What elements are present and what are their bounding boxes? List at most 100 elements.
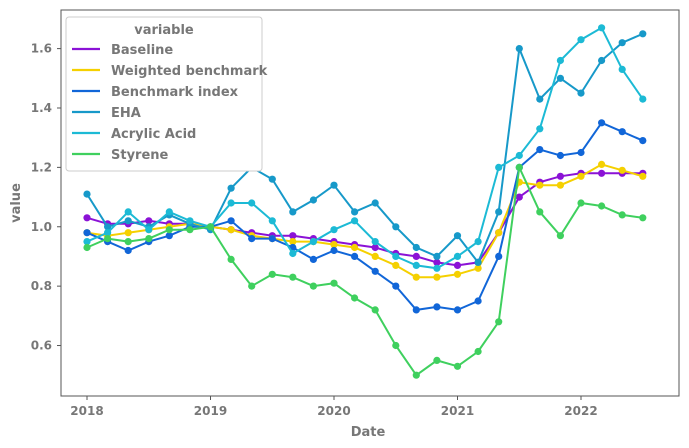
data-point-acrylic-acid [433, 264, 441, 272]
data-point-acrylic-acid [83, 238, 91, 246]
series-line-weighted-benchmark [86, 163, 644, 279]
data-point-styrene [556, 232, 565, 240]
series-line-eha [86, 32, 644, 265]
data-point-eha [124, 217, 132, 225]
data-point-benchmark-index [392, 282, 400, 290]
data-point-baseline [371, 243, 379, 252]
series-line-styrene [86, 163, 643, 377]
data-point-styrene [83, 243, 91, 252]
series-line-baseline [86, 172, 643, 267]
data-point-eha [351, 208, 359, 216]
data-point-benchmark-index [577, 148, 585, 157]
x-tick-label: 2020 [317, 404, 350, 418]
legend-label-benchmark-index: Benchmark index [111, 85, 239, 100]
data-point-weighted-benchmark [618, 166, 626, 174]
data-point-benchmark-index [453, 306, 462, 314]
data-point-eha [474, 258, 482, 266]
y-tick-label: 1.4 [31, 101, 52, 115]
data-point-eha [536, 95, 544, 103]
data-point-baseline [83, 214, 91, 222]
data-point-styrene [206, 223, 215, 231]
x-tick-label: 2021 [441, 404, 474, 418]
data-point-weighted-benchmark [474, 264, 482, 272]
data-point-weighted-benchmark [639, 172, 647, 180]
data-point-acrylic-acid [639, 95, 647, 103]
data-point-eha [268, 175, 276, 183]
data-point-acrylic-acid [495, 163, 503, 171]
data-point-acrylic-acid [351, 217, 359, 225]
data-point-styrene [124, 238, 132, 246]
data-point-styrene [351, 294, 359, 302]
data-point-baseline [598, 169, 606, 177]
data-point-weighted-benchmark [598, 160, 606, 168]
legend: variable Baseline Weighted benchmark Bench… [65, 16, 268, 172]
data-point-benchmark-index [598, 119, 606, 127]
data-point-benchmark-index [330, 246, 338, 255]
data-point-weighted-benchmark [289, 238, 297, 246]
data-point-baseline [556, 172, 565, 180]
data-point-styrene [577, 199, 585, 207]
data-point-eha [392, 223, 400, 231]
data-point-styrene [309, 282, 317, 290]
data-point-acrylic-acid [227, 199, 235, 207]
data-point-benchmark-index [618, 128, 626, 136]
x-axis-ticks: 2018 2019 2020 2021 2022 [70, 396, 598, 418]
data-point-eha [330, 181, 338, 189]
legend-label-eha: EHA [111, 106, 141, 121]
data-point-weighted-benchmark [351, 243, 359, 252]
data-point-acrylic-acid [453, 252, 462, 260]
data-point-styrene [330, 279, 338, 287]
data-point-baseline [453, 261, 462, 269]
data-point-eha [289, 208, 297, 216]
data-point-weighted-benchmark [556, 181, 565, 189]
data-point-acrylic-acid [330, 226, 338, 234]
data-point-weighted-benchmark [495, 229, 503, 237]
data-point-acrylic-acid [165, 208, 173, 216]
data-point-benchmark-index [433, 303, 441, 311]
data-point-eha [515, 45, 523, 53]
data-point-weighted-benchmark [577, 172, 585, 180]
data-point-acrylic-acid [145, 226, 153, 234]
data-point-acrylic-acid [371, 238, 379, 246]
data-point-benchmark-index [83, 229, 91, 237]
data-point-eha [598, 56, 606, 65]
data-point-benchmark-index [371, 267, 379, 275]
data-point-styrene [536, 208, 544, 216]
series-line-acrylic-acid [86, 26, 644, 270]
data-point-styrene [515, 163, 523, 171]
data-point-styrene [186, 226, 194, 234]
y-axis-ticks: 0.6 0.8 1.0 1.2 1.4 1.6 [31, 42, 61, 353]
data-point-styrene [453, 362, 462, 370]
data-point-benchmark-index [248, 235, 256, 243]
data-point-baseline [515, 193, 523, 201]
data-point-styrene [433, 356, 441, 364]
data-point-styrene [145, 235, 153, 243]
data-point-eha [433, 252, 441, 260]
data-point-acrylic-acid [618, 65, 626, 73]
data-point-benchmark-index [412, 306, 420, 314]
data-point-styrene [227, 255, 235, 263]
data-point-styrene [618, 211, 626, 219]
data-point-styrene [268, 270, 276, 278]
data-point-eha [309, 196, 317, 204]
data-point-acrylic-acid [104, 229, 112, 237]
y-tick-label: 1.6 [31, 42, 52, 56]
y-tick-label: 1.2 [31, 160, 52, 174]
data-point-baseline [433, 258, 441, 266]
data-point-weighted-benchmark [433, 273, 441, 281]
data-point-styrene [392, 341, 400, 350]
data-point-benchmark-index [536, 146, 544, 154]
data-point-styrene [474, 347, 482, 356]
data-point-weighted-benchmark [453, 270, 462, 278]
data-point-acrylic-acid [556, 56, 565, 65]
y-axis-title: value [9, 183, 24, 223]
data-point-weighted-benchmark [227, 226, 235, 234]
x-tick-label: 2018 [70, 404, 103, 418]
data-point-acrylic-acid [392, 252, 400, 260]
data-point-baseline [145, 217, 153, 225]
data-point-acrylic-acid [474, 238, 482, 246]
data-point-styrene [495, 318, 503, 326]
x-tick-label: 2019 [194, 404, 227, 418]
data-point-acrylic-acid [536, 125, 544, 133]
data-point-acrylic-acid [186, 217, 194, 225]
